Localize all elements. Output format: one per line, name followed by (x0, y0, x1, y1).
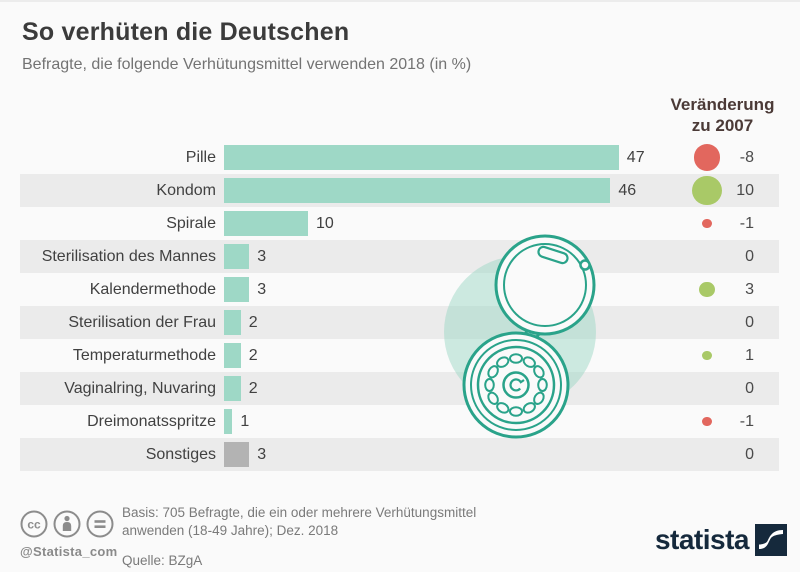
chart-row: Sonstiges 3 0 (20, 438, 779, 471)
svg-text:cc: cc (27, 518, 41, 532)
chart-row: Pille 47 -8 (20, 141, 779, 174)
chart-row: Dreimonatsspritze 1 -1 (20, 405, 779, 438)
bar-value-label: 10 (316, 215, 334, 232)
bar (224, 244, 250, 269)
bar-value-label: 3 (257, 281, 267, 298)
change-value-label: 0 (745, 248, 754, 265)
chart-row: Temperaturmethode 2 1 (20, 339, 779, 372)
change-dot (702, 350, 712, 361)
cc-nd-icon (86, 510, 114, 538)
chart-row: Kalendermethode 3 3 (20, 273, 779, 306)
row-label: Kondom (156, 182, 216, 199)
bar-value-label: 2 (248, 314, 258, 331)
change-header-line1: Veränderung (670, 95, 775, 114)
chart-row: Spirale 10 -1 (20, 207, 779, 240)
bar (224, 310, 241, 335)
bar (224, 277, 250, 302)
bar (224, 178, 611, 203)
pill-icon (484, 378, 495, 392)
chart-row: Vaginalring, Nuvaring 2 0 (20, 372, 779, 405)
change-value-label: 0 (745, 446, 754, 463)
source-note: Quelle: BZgA (122, 553, 203, 568)
row-label: Spirale (166, 215, 216, 232)
chart-row: Kondom 46 10 (20, 174, 779, 207)
basis-line2: anwenden (18-49 Jahre); Dez. 2018 (122, 523, 339, 538)
change-value-label: -8 (739, 149, 754, 166)
page-title: So verhüten die Deutschen (22, 18, 350, 46)
statista-handle[interactable]: @Statista_com (20, 544, 118, 559)
pill-icon (509, 353, 523, 364)
basis-line1: Basis: 705 Befragte, die ein oder mehrer… (122, 505, 477, 520)
change-dot (702, 218, 712, 229)
row-label: Kalendermethode (89, 281, 216, 298)
basis-note: Basis: 705 Befragte, die ein oder mehrer… (122, 504, 476, 570)
row-label: Vaginalring, Nuvaring (64, 380, 216, 397)
pill-icon (487, 391, 499, 405)
change-dot (692, 175, 722, 206)
bar (224, 442, 250, 467)
statista-logo-mark (755, 524, 787, 556)
pill-icon (496, 402, 510, 414)
change-value-label: 10 (736, 182, 754, 199)
row-label: Pille (185, 149, 216, 166)
page-subtitle: Befragte, die folgende Verhütungsmittel … (22, 56, 472, 73)
change-value-label: 3 (745, 281, 754, 298)
statista-logo[interactable]: statista (655, 524, 787, 556)
pill-icon (533, 365, 545, 379)
cc-license-icons[interactable]: cc (20, 508, 120, 540)
pill-icon (537, 378, 548, 392)
row-label: Temperaturmethode (72, 347, 216, 364)
bar-value-label: 3 (257, 248, 267, 265)
cc-by-icon (53, 510, 81, 538)
pill-icon (509, 406, 523, 417)
change-header-line2: zu 2007 (691, 116, 754, 135)
chart-row: Sterilisation des Mannes 3 0 (20, 240, 779, 273)
row-label: Dreimonatsspritze (87, 413, 216, 430)
change-value-label: 1 (745, 347, 754, 364)
pill-icon (522, 402, 536, 414)
bar (224, 409, 233, 434)
statista-logo-text: statista (654, 524, 750, 555)
cc-icon (20, 510, 48, 538)
bar-value-label: 3 (257, 446, 267, 463)
bar-value-label: 2 (248, 347, 258, 364)
bar-value-label: 47 (626, 149, 645, 166)
change-dot (699, 281, 715, 298)
bar (224, 211, 308, 236)
bar (224, 343, 241, 368)
change-value-label: -1 (739, 413, 754, 430)
chart-row: Sterilisation der Frau 2 0 (20, 306, 779, 339)
bar-value-label: 2 (248, 380, 258, 397)
pill-icon (496, 356, 510, 368)
change-value-label: -1 (739, 215, 754, 232)
change-dot (702, 416, 712, 427)
pill-icon (522, 356, 536, 368)
bar-value-label: 1 (240, 413, 250, 430)
clasp (579, 259, 591, 271)
row-label: Sonstiges (145, 446, 216, 463)
row-label: Sterilisation der Frau (68, 314, 216, 331)
pill-icon (533, 391, 545, 405)
bar-value-label: 46 (618, 182, 637, 199)
pill-dispenser (462, 331, 570, 439)
change-column-header: Veränderung zu 2007 (655, 94, 790, 136)
pill-icon (487, 365, 499, 379)
change-value-label: 0 (745, 380, 754, 397)
pill-compact-illustration (444, 234, 596, 439)
row-label: Sterilisation des Mannes (41, 248, 216, 265)
compact-lid (494, 234, 596, 348)
change-dot (693, 144, 720, 171)
bar (224, 376, 241, 401)
change-value-label: 0 (745, 314, 754, 331)
bar (224, 145, 619, 170)
